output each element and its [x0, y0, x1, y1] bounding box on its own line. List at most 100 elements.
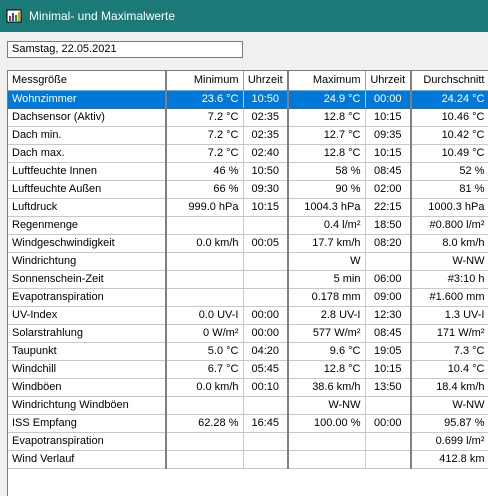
- date-field[interactable]: Samstag, 22.05.2021: [7, 41, 243, 58]
- cell-maximum: 38.6 km/h: [288, 378, 366, 397]
- cell-durchschnitt: 95.87 %: [411, 414, 488, 433]
- cell-messgroesse: Windböen: [8, 378, 167, 397]
- table-row[interactable]: Windchill 6.7 °C 05:45 12.8 °C 10:15 10.4 °C: [8, 360, 488, 379]
- table-row[interactable]: Windrichtung Windböen W-NW W-NW: [8, 396, 488, 415]
- cell-uhrzeit-max: [365, 252, 412, 271]
- cell-durchschnitt: 1000.3 hPa: [411, 198, 488, 217]
- cell-messgroesse: UV-Index: [8, 306, 167, 325]
- cell-durchschnitt: W-NW: [411, 252, 488, 271]
- cell-messgroesse: Taupunkt: [8, 342, 167, 361]
- cell-messgroesse: Regenmenge: [8, 216, 167, 235]
- table-row[interactable]: Dachsensor (Aktiv) 7.2 °C 02:35 12.8 °C 10:1…: [8, 108, 488, 127]
- cell-minimum: [166, 288, 244, 307]
- table-row[interactable]: Windgeschwindigkeit 0.0 km/h 00:05 17.7 km/…: [8, 234, 488, 253]
- table-row[interactable]: Luftdruck 999.0 hPa 10:15 1004.3 hPa 22:15 10…: [8, 198, 488, 217]
- cell-durchschnitt: 52 %: [411, 162, 488, 181]
- cell-minimum: [166, 270, 244, 289]
- cell-uhrzeit-min: 00:10: [243, 378, 289, 397]
- cell-minimum: 6.7 °C: [166, 360, 244, 379]
- table-row[interactable]: UV-Index 0.0 UV-I 00:00 2.8 UV-I 12:30 1.3 UV…: [8, 306, 488, 325]
- header-uhrzeit-min[interactable]: Uhrzeit: [243, 71, 289, 91]
- table-row[interactable]: Wind Verlauf 412.8 km: [8, 450, 488, 469]
- cell-maximum: [288, 450, 366, 469]
- cell-maximum: 5 min: [288, 270, 366, 289]
- cell-uhrzeit-max: 00:00: [365, 90, 412, 109]
- cell-minimum: [166, 252, 244, 271]
- cell-messgroesse: Luftfeuchte Innen: [8, 162, 167, 181]
- cell-uhrzeit-max: 08:45: [365, 324, 412, 343]
- table-row[interactable]: ISS Empfang 62.28 % 16:45 100.00 % 00:00 95.8…: [8, 414, 488, 433]
- min-max-table[interactable]: Messgröße Minimum Uhrzeit Maximum Uhrzei…: [7, 70, 488, 496]
- cell-maximum: [288, 432, 366, 451]
- cell-durchschnitt: 10.49 °C: [411, 144, 488, 163]
- cell-maximum: 0.178 mm: [288, 288, 366, 307]
- cell-minimum: 0.0 km/h: [166, 234, 244, 253]
- cell-messgroesse: Luftdruck: [8, 198, 167, 217]
- cell-uhrzeit-max: 19:05: [365, 342, 412, 361]
- cell-messgroesse: Windrichtung Windböen: [8, 396, 167, 415]
- table-row[interactable]: Luftfeuchte Innen 46 % 10:50 58 % 08:45 52 %: [8, 162, 488, 181]
- cell-uhrzeit-min: [243, 270, 289, 289]
- cell-minimum: 0.0 km/h: [166, 378, 244, 397]
- cell-uhrzeit-min: 02:40: [243, 144, 289, 163]
- table-row[interactable]: Luftfeuchte Außen 66 % 09:30 90 % 02:00 81 %: [8, 180, 488, 199]
- cell-uhrzeit-max: 08:45: [365, 162, 412, 181]
- cell-maximum: 12.8 °C: [288, 108, 366, 127]
- cell-messgroesse: Dachsensor (Aktiv): [8, 108, 167, 127]
- cell-minimum: 0.0 UV-I: [166, 306, 244, 325]
- cell-uhrzeit-max: 02:00: [365, 180, 412, 199]
- cell-maximum: 17.7 km/h: [288, 234, 366, 253]
- header-maximum[interactable]: Maximum: [288, 71, 366, 91]
- title-bar[interactable]: Minimal- und Maximalwerte: [0, 0, 488, 32]
- cell-minimum: [166, 450, 244, 469]
- table-row[interactable]: Sonnenschein-Zeit 5 min 06:00 #3:10 h: [8, 270, 488, 289]
- cell-uhrzeit-min: [243, 450, 289, 469]
- cell-uhrzeit-max: 18:50: [365, 216, 412, 235]
- cell-maximum: 12.8 °C: [288, 144, 366, 163]
- cell-minimum: 62.28 %: [166, 414, 244, 433]
- table-row[interactable]: Dach min. 7.2 °C 02:35 12.7 °C 09:35 10.42 °C: [8, 126, 488, 145]
- cell-messgroesse: Dach max.: [8, 144, 167, 163]
- cell-uhrzeit-max: 10:15: [365, 108, 412, 127]
- header-minimum[interactable]: Minimum: [166, 71, 244, 91]
- cell-minimum: 5.0 °C: [166, 342, 244, 361]
- cell-messgroesse: Evapotranspiration: [8, 432, 167, 451]
- cell-uhrzeit-min: 10:50: [243, 162, 289, 181]
- cell-uhrzeit-max: 22:15: [365, 198, 412, 217]
- cell-minimum: 7.2 °C: [166, 126, 244, 145]
- cell-maximum: 2.8 UV-I: [288, 306, 366, 325]
- chart-app-icon[interactable]: [6, 8, 22, 24]
- cell-durchschnitt: 10.46 °C: [411, 108, 488, 127]
- cell-uhrzeit-min: [243, 252, 289, 271]
- cell-minimum: 7.2 °C: [166, 144, 244, 163]
- cell-maximum: 24.9 °C: [288, 90, 366, 109]
- table-row[interactable]: Windböen 0.0 km/h 00:10 38.6 km/h 13:50 18.4 …: [8, 378, 488, 397]
- cell-uhrzeit-max: [365, 396, 412, 415]
- header-messgroesse[interactable]: Messgröße: [8, 71, 167, 91]
- cell-uhrzeit-min: 04:20: [243, 342, 289, 361]
- cell-messgroesse: Wind Verlauf: [8, 450, 167, 469]
- table-row[interactable]: Evapotranspiration 0.178 mm 09:00 #1.600 mm: [8, 288, 488, 307]
- cell-uhrzeit-min: 02:35: [243, 108, 289, 127]
- table-row[interactable]: Taupunkt 5.0 °C 04:20 9.6 °C 19:05 7.3 °C: [8, 342, 488, 361]
- table-row[interactable]: Evapotranspiration 0.699 l/m²: [8, 432, 488, 451]
- cell-uhrzeit-max: 09:35: [365, 126, 412, 145]
- cell-minimum: 23.6 °C: [166, 90, 244, 109]
- cell-minimum: [166, 216, 244, 235]
- table-row[interactable]: Solarstrahlung 0 W/m² 00:00 577 W/m² 08:45 17…: [8, 324, 488, 343]
- table-row[interactable]: Regenmenge 0.4 l/m² 18:50 #0.800 l/m²: [8, 216, 488, 235]
- table-header-row: Messgröße Minimum Uhrzeit Maximum Uhrzei…: [8, 71, 488, 91]
- cell-uhrzeit-max: 08:20: [365, 234, 412, 253]
- cell-durchschnitt: W-NW: [411, 396, 488, 415]
- cell-durchschnitt: 171 W/m²: [411, 324, 488, 343]
- table-row[interactable]: Wohnzimmer 23.6 °C 10:50 24.9 °C 00:00 24.24 …: [8, 90, 488, 109]
- header-durchschnitt[interactable]: Durchschnitt: [411, 71, 488, 91]
- cell-uhrzeit-max: 10:15: [365, 144, 412, 163]
- cell-durchschnitt: 18.4 km/h: [411, 378, 488, 397]
- cell-minimum: 0 W/m²: [166, 324, 244, 343]
- table-row[interactable]: Dach max. 7.2 °C 02:40 12.8 °C 10:15 10.49 °C: [8, 144, 488, 163]
- table-row[interactable]: Windrichtung W W-NW: [8, 252, 488, 271]
- cell-messgroesse: Dach min.: [8, 126, 167, 145]
- cell-maximum: 12.7 °C: [288, 126, 366, 145]
- header-uhrzeit-max[interactable]: Uhrzeit: [365, 71, 412, 91]
